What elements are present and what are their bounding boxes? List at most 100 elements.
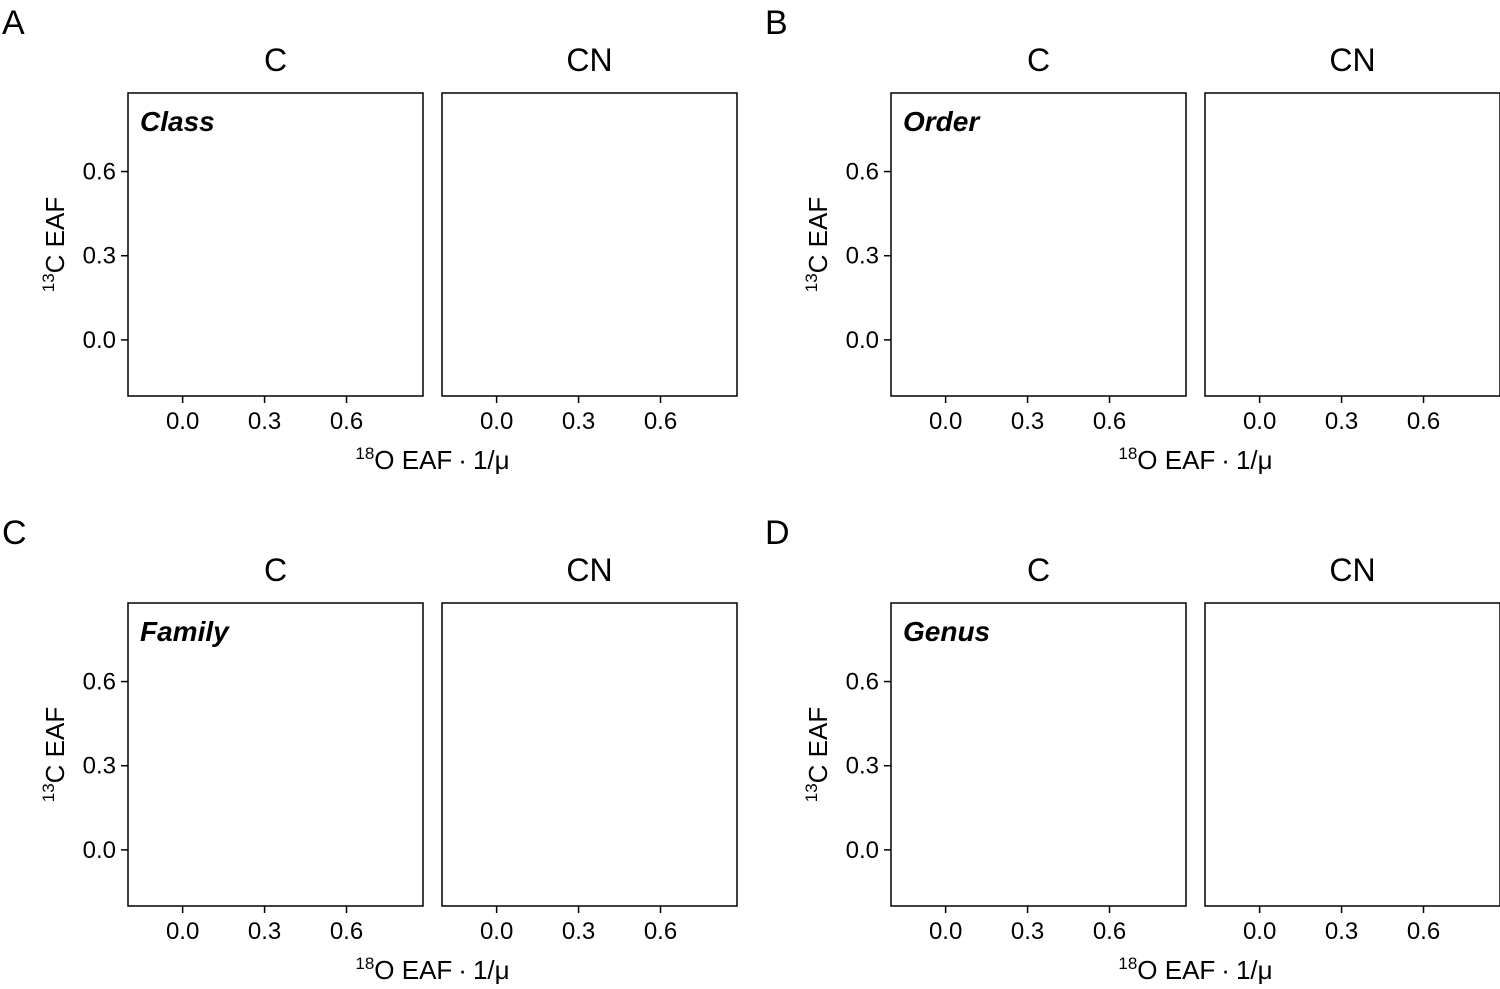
x-tick-label: 0.3 [562,408,595,435]
facet-strip-label: C [1027,552,1050,588]
y-tick-label: 0.0 [83,837,116,864]
x-axis-title-dot: · [1221,445,1230,475]
facet-cn: CN 0.0 0.3 0.6 [1204,552,1500,945]
x-tick-label: 0.6 [644,408,677,435]
x-tick-label: 0.3 [248,408,281,435]
x-tick-label: 0.0 [929,918,962,945]
x-axis-title-dot: · [458,445,467,475]
facet-strip-label: C [1027,42,1050,78]
x-tick-label: 0.0 [166,408,199,435]
facet-c: C Class 0.0 0.3 0.6 0.0 0.3 0.6 13C EAF [39,42,424,435]
replicate-point [1193,694,1198,699]
taxon-label: Order [903,106,981,137]
facet-strip-label: C [264,552,287,588]
x-tick-label: 0.0 [480,408,513,435]
x-axis-title-suffix: 1/μ [473,445,510,475]
y-axis-title-superscript: 13 [802,783,821,802]
panel-b: B C Order 0.0 0.3 0.6 0.0 0.3 0.6 13C EAF CN 0.0 0.3… [765,4,1500,475]
y-tick-label: 0.6 [83,669,116,696]
facet-strip-label: CN [1329,552,1375,588]
x-axis-title-dot: · [1221,955,1230,985]
x-tick-label: 0.6 [1407,918,1440,945]
y-axis-title: 13C EAF [39,197,70,293]
x-tick-label: 0.3 [248,918,281,945]
x-tick-label: 0.3 [1011,408,1044,435]
facet-c: C Genus 0.0 0.3 0.6 0.0 0.3 0.6 13C EAF [802,552,1198,945]
y-axis-title-main: C EAF [40,707,70,784]
taxon-label: Class [140,106,215,137]
x-axis-title: 18O EAF · 1/μ [1118,444,1272,475]
x-axis-title-superscript: 18 [355,954,374,973]
plot-frame [441,602,738,907]
plot-frame [890,602,1187,907]
y-tick-label: 0.6 [846,159,879,186]
plot-frame [127,602,424,907]
facet-cn: CN 0.0 0.3 0.6 [1204,42,1500,435]
x-axis-title: 18O EAF · 1/μ [355,954,509,985]
facet-cn: CN 0.0 0.3 0.6 [441,552,738,945]
x-axis-title: 18O EAF · 1/μ [355,444,509,475]
x-axis-title-main: O EAF [374,955,452,985]
y-tick-label: 0.3 [846,243,879,270]
x-axis-title-superscript: 18 [1118,954,1137,973]
y-axis-title-superscript: 13 [802,273,821,292]
facet-strip-label: CN [566,552,612,588]
x-tick-label: 0.0 [480,918,513,945]
x-axis-title: 18O EAF · 1/μ [1118,954,1272,985]
y-tick-label: 0.3 [83,753,116,780]
x-axis-title-main: O EAF [1137,445,1215,475]
x-axis-title-main: O EAF [1137,955,1215,985]
plot-frame [127,92,424,397]
plot-frame [441,92,738,397]
x-tick-label: 0.3 [1011,918,1044,945]
taxon-label: Genus [903,616,990,647]
x-tick-label: 0.0 [166,918,199,945]
x-tick-label: 0.6 [1407,408,1440,435]
facet-c: C Family 0.0 0.3 0.6 0.0 0.3 0.6 13C EAF [39,552,424,945]
y-axis-title-main: C EAF [803,707,833,784]
x-axis-title-superscript: 18 [1118,444,1137,463]
x-axis-title-dot: · [458,955,467,985]
x-tick-label: 0.3 [1325,408,1358,435]
x-tick-label: 0.6 [1093,408,1126,435]
x-tick-label: 0.0 [1243,918,1276,945]
facet-strip-label: C [264,42,287,78]
plot-frame [890,92,1187,397]
x-tick-label: 0.3 [1325,918,1358,945]
x-tick-label: 0.6 [330,918,363,945]
panel-c: C C Family 0.0 0.3 0.6 0.0 0.3 0.6 13C EAF CN 0.0 0.… [2,514,738,985]
x-axis-title-suffix: 1/μ [1236,445,1273,475]
y-tick-label: 0.0 [846,837,879,864]
panel-a: A C Class 0.0 0.3 0.6 0.0 0.3 0.6 13C EAF CN 0.0 0.3… [2,4,738,475]
y-axis-title-main: C EAF [40,197,70,274]
x-axis-title-suffix: 1/μ [1236,955,1273,985]
y-axis-title-superscript: 13 [39,783,58,802]
x-tick-label: 0.3 [562,918,595,945]
facet-strip-label: CN [1329,42,1375,78]
x-axis-title-suffix: 1/μ [473,955,510,985]
y-axis-title: 13C EAF [39,707,70,803]
facet-cn: CN 0.0 0.3 0.6 [441,42,738,435]
panel-letter: A [2,4,25,42]
x-tick-label: 0.6 [330,408,363,435]
plot-frame [1204,92,1500,397]
y-axis-title: 13C EAF [802,707,833,803]
x-tick-label: 0.0 [1243,408,1276,435]
panel-d: D C Genus 0.0 0.3 0.6 0.0 0.3 0.6 13C EAF CN 0.0 0.3… [765,514,1500,985]
x-axis-title-superscript: 18 [355,444,374,463]
y-axis-title-main: C EAF [803,197,833,274]
x-tick-label: 0.6 [1093,918,1126,945]
y-axis-title-superscript: 13 [39,273,58,292]
y-tick-label: 0.6 [846,669,879,696]
panel-letter: C [2,514,27,552]
y-tick-label: 0.0 [846,327,879,354]
panel-letter: D [765,514,790,552]
x-tick-label: 0.6 [644,918,677,945]
y-axis-title: 13C EAF [802,197,833,293]
x-tick-label: 0.0 [929,408,962,435]
plot-frame [1204,602,1500,907]
facet-strip-label: CN [566,42,612,78]
y-tick-label: 0.6 [83,159,116,186]
